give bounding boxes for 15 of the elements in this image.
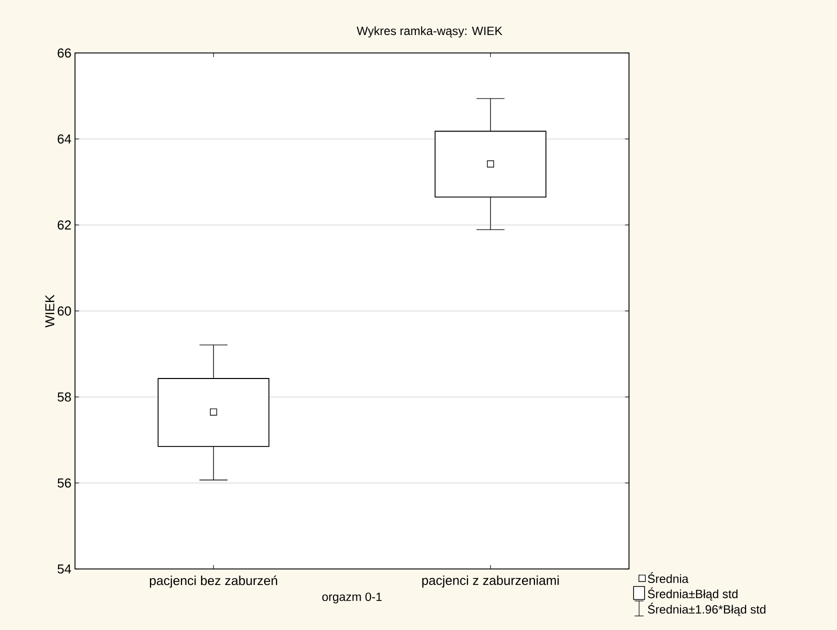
legend-label: Średnia±Błąd std (648, 587, 738, 601)
y-tick-label: 60 (58, 306, 71, 316)
text: Średnia±1.96*Błąd std (648, 602, 766, 616)
y-tick-label: 64 (58, 134, 72, 144)
y-tick-label: 54 (58, 564, 72, 574)
legend-label: Średnia (648, 572, 688, 584)
y-tick-label: 56 (58, 478, 71, 488)
x-tick-label: pacjenci bez zaburzeń (150, 576, 278, 588)
y-tick-label: 66 (58, 48, 71, 58)
x-tick-label: pacjenci z zaburzeniami (422, 576, 559, 588)
x-axis-title: orgazm 0-1 (322, 592, 382, 604)
y-tick-label: 58 (58, 392, 71, 402)
y-axis-title: WIEK (45, 294, 54, 328)
chart-title: Wykres ramka-wąsy: WIEK (356, 26, 502, 38)
y-tick-label: 62 (58, 220, 71, 230)
